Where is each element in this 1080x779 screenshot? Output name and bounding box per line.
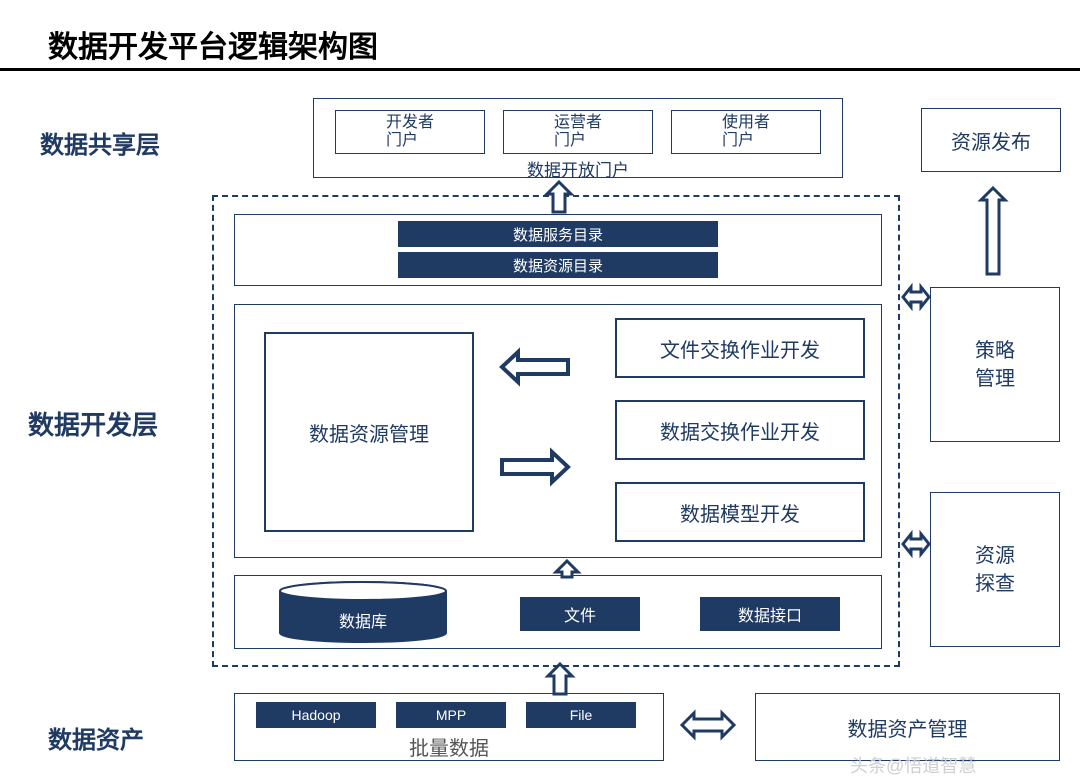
portal-item-ops: 运营者 门户 xyxy=(503,110,653,154)
asset-hadoop: Hadoop xyxy=(256,702,376,728)
page-title: 数据开发平台逻辑架构图 xyxy=(48,22,378,66)
resource-publish-box: 资源发布 xyxy=(921,108,1061,172)
title-underline xyxy=(0,68,1080,71)
policy-mgmt-box: 策略 管理 xyxy=(930,287,1060,442)
db-label: 数据库 xyxy=(278,608,448,632)
storage-file: 文件 xyxy=(520,597,640,631)
catalog-resource: 数据资源目录 xyxy=(398,252,718,278)
layer-label-asset: 数据资产 xyxy=(48,720,144,755)
asset-file: File xyxy=(526,702,636,728)
arrow-bi-explore xyxy=(901,530,931,558)
arrow-right-mgmt-to-jobs xyxy=(500,450,570,484)
resource-explore-box: 资源 探查 xyxy=(930,492,1060,647)
arrow-bi-policy xyxy=(901,283,931,311)
arrow-up-to-publish xyxy=(979,186,1007,276)
portal-item-user: 使用者 门户 xyxy=(671,110,821,154)
watermark-text: 头条@悟道智慧 xyxy=(850,752,976,778)
arrow-up-storage-to-dev xyxy=(555,560,579,578)
portal-item-dev: 开发者 门户 xyxy=(335,110,485,154)
resource-mgmt-box: 数据资源管理 xyxy=(264,332,474,532)
portal-caption: 数据开放门户 xyxy=(313,156,843,181)
assets-batch-caption: 批量数据 xyxy=(234,732,664,761)
job-file-exchange: 文件交换作业开发 xyxy=(615,318,865,378)
job-data-exchange: 数据交换作业开发 xyxy=(615,400,865,460)
asset-mpp: MPP xyxy=(396,702,506,728)
layer-label-share: 数据共享层 xyxy=(40,125,160,160)
arrow-bi-assets xyxy=(680,710,736,740)
asset-mgmt-box: 数据资产管理 xyxy=(755,693,1060,761)
arrow-up-assets-to-storage xyxy=(546,662,574,696)
catalog-service: 数据服务目录 xyxy=(398,221,718,247)
storage-api: 数据接口 xyxy=(700,597,840,631)
arrow-left-jobs-to-mgmt xyxy=(500,350,570,384)
layer-label-dev: 数据开发层 xyxy=(28,405,158,442)
arrow-up-catalog-to-portal xyxy=(545,180,573,214)
job-data-model: 数据模型开发 xyxy=(615,482,865,542)
